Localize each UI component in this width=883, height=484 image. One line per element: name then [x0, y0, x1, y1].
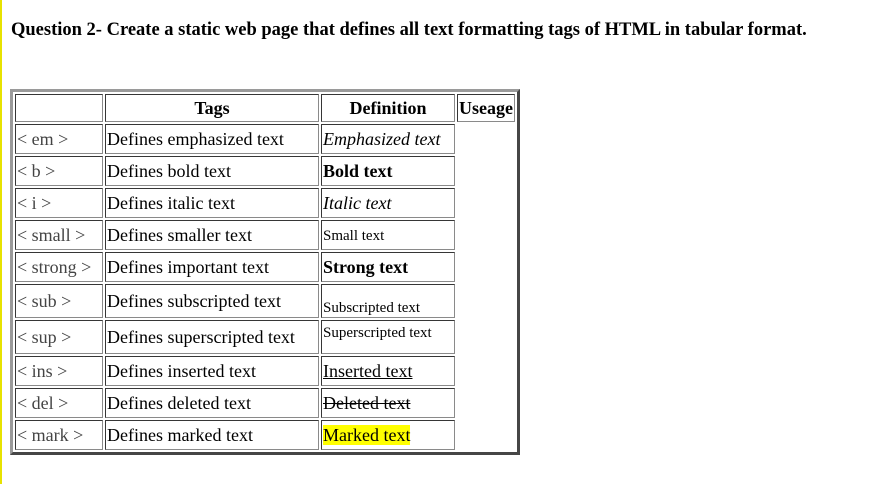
- example-text: Strong text: [323, 257, 409, 277]
- table-row: < ins > Defines inserted text Inserted t…: [15, 356, 515, 386]
- example-text: Emphasized text: [323, 129, 441, 149]
- example-cell: Emphasized text: [321, 124, 455, 154]
- header-cell-useage: Useage: [457, 94, 515, 122]
- example-cell: Italic text: [321, 188, 455, 218]
- example-cell: Subscripted text: [321, 284, 455, 318]
- description-cell: Defines subscripted text: [105, 284, 319, 318]
- usage-cell: [457, 388, 515, 418]
- table-header-row: Tags Definition Useage: [15, 94, 515, 122]
- usage-cell: [457, 284, 515, 318]
- example-cell: Inserted text: [321, 356, 455, 386]
- example-text: Superscripted text: [323, 325, 432, 341]
- left-border-rule: [0, 0, 2, 484]
- tag-cell: < del >: [15, 388, 103, 418]
- example-cell: Deleted text: [321, 388, 455, 418]
- example-text: Bold text: [323, 161, 393, 181]
- table-row: < mark > Defines marked text Marked text: [15, 420, 515, 450]
- example-text: Marked text: [323, 425, 411, 445]
- description-cell: Defines italic text: [105, 188, 319, 218]
- example-text: Italic text: [323, 193, 392, 213]
- tag-cell: < b >: [15, 156, 103, 186]
- usage-cell: [457, 420, 515, 450]
- description-cell: Defines marked text: [105, 420, 319, 450]
- usage-cell: [457, 124, 515, 154]
- tag-cell: < i >: [15, 188, 103, 218]
- example-text: Deleted text: [323, 393, 411, 413]
- example-text: Subscripted text: [323, 299, 421, 316]
- usage-cell: [457, 156, 515, 186]
- table-row: < sub > Defines subscripted text Subscri…: [15, 284, 515, 318]
- tag-cell: < small >: [15, 220, 103, 250]
- usage-cell: [457, 356, 515, 386]
- usage-cell: [457, 188, 515, 218]
- table-row: < em > Defines emphasized text Emphasize…: [15, 124, 515, 154]
- usage-cell: [457, 252, 515, 282]
- description-cell: Defines bold text: [105, 156, 319, 186]
- description-cell: Defines superscripted text: [105, 320, 319, 354]
- tag-cell: < sup >: [15, 320, 103, 354]
- tag-cell: < strong >: [15, 252, 103, 282]
- header-cell-blank: [15, 94, 103, 122]
- example-text: Small text: [323, 228, 385, 244]
- example-cell: Bold text: [321, 156, 455, 186]
- table-row: < small > Defines smaller text Small tex…: [15, 220, 515, 250]
- table-row: < del > Defines deleted text Deleted tex…: [15, 388, 515, 418]
- tag-cell: < em >: [15, 124, 103, 154]
- header-cell-definition: Definition: [321, 94, 455, 122]
- description-cell: Defines emphasized text: [105, 124, 319, 154]
- example-cell: Small text: [321, 220, 455, 250]
- tag-cell: < sub >: [15, 284, 103, 318]
- table-row: < i > Defines italic text Italic text: [15, 188, 515, 218]
- description-cell: Defines important text: [105, 252, 319, 282]
- example-cell: Strong text: [321, 252, 455, 282]
- usage-cell: [457, 220, 515, 250]
- page-heading: Question 2- Create a static web page tha…: [11, 20, 807, 40]
- text-formatting-table: Tags Definition Useage < em > Defines em…: [10, 89, 520, 455]
- tag-cell: < mark >: [15, 420, 103, 450]
- description-cell: Defines inserted text: [105, 356, 319, 386]
- table-row: < strong > Defines important text Strong…: [15, 252, 515, 282]
- example-cell: Marked text: [321, 420, 455, 450]
- usage-cell: [457, 320, 515, 354]
- example-text: Inserted text: [323, 361, 413, 381]
- table-row: < sup > Defines superscripted text Super…: [15, 320, 515, 354]
- description-cell: Defines smaller text: [105, 220, 319, 250]
- table-row: < b > Defines bold text Bold text: [15, 156, 515, 186]
- header-cell-tags: Tags: [105, 94, 319, 122]
- example-cell: Superscripted text: [321, 320, 455, 354]
- description-cell: Defines deleted text: [105, 388, 319, 418]
- tag-cell: < ins >: [15, 356, 103, 386]
